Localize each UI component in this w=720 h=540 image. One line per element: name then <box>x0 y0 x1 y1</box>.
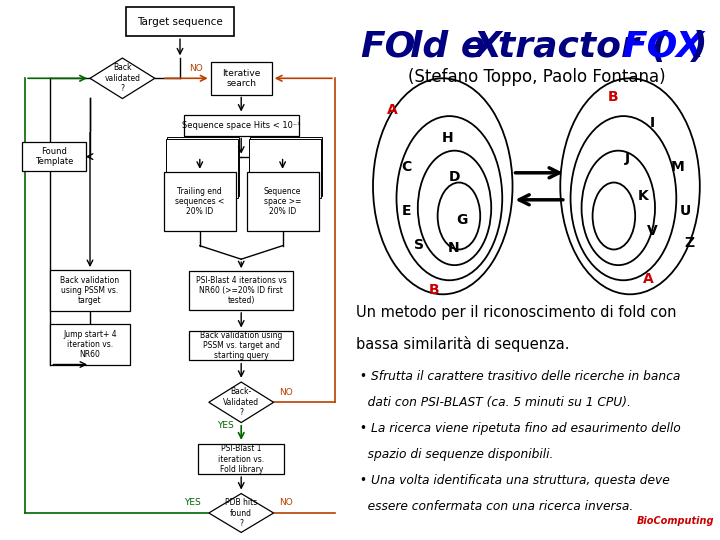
Text: Back validation using
PSSM vs. target and
starting query: Back validation using PSSM vs. target an… <box>200 330 282 361</box>
Text: E: E <box>401 204 411 218</box>
Text: Target sequence: Target sequence <box>137 17 223 26</box>
Text: Un metodo per il riconoscimento di fold con: Un metodo per il riconoscimento di fold … <box>356 305 677 320</box>
Text: ): ) <box>690 30 707 64</box>
Text: D: D <box>449 170 460 184</box>
Text: Trailing end
sequences <
20% ID: Trailing end sequences < 20% ID <box>175 186 225 217</box>
Text: K: K <box>637 189 648 203</box>
FancyBboxPatch shape <box>167 137 239 196</box>
Text: tractor (: tractor ( <box>498 30 668 64</box>
Text: ld e: ld e <box>410 30 485 64</box>
FancyBboxPatch shape <box>50 270 130 310</box>
Text: NO: NO <box>279 497 293 507</box>
FancyBboxPatch shape <box>246 172 318 231</box>
Text: G: G <box>456 213 467 227</box>
Text: NO: NO <box>279 388 293 397</box>
Text: S: S <box>414 238 424 252</box>
FancyBboxPatch shape <box>163 172 236 231</box>
Text: PDB hits
found
?: PDB hits found ? <box>225 498 257 528</box>
Text: spazio di sequenze disponibili.: spazio di sequenze disponibili. <box>356 448 554 461</box>
Text: NO: NO <box>189 64 203 73</box>
Text: Back validation
using PSSM vs.
target: Back validation using PSSM vs. target <box>60 275 120 306</box>
Text: U: U <box>680 204 691 218</box>
Text: • La ricerca viene ripetuta fino ad esaurimento dello: • La ricerca viene ripetuta fino ad esau… <box>356 422 681 435</box>
Text: FO: FO <box>360 30 415 64</box>
FancyBboxPatch shape <box>189 330 294 361</box>
FancyBboxPatch shape <box>184 115 299 136</box>
Text: B: B <box>608 90 618 104</box>
Text: A: A <box>643 272 654 286</box>
Text: Jump start+ 4
iteration vs.
NR60: Jump start+ 4 iteration vs. NR60 <box>63 329 117 360</box>
Text: • Una volta identificata una struttura, questa deve: • Una volta identificata una struttura, … <box>356 474 670 487</box>
Text: YES: YES <box>217 421 233 430</box>
FancyBboxPatch shape <box>198 444 284 474</box>
Text: essere confermata con una ricerca inversa.: essere confermata con una ricerca invers… <box>356 500 634 512</box>
Text: Back
validated
?: Back validated ? <box>104 63 140 93</box>
Text: Sequence
space >=
20% ID: Sequence space >= 20% ID <box>264 186 301 217</box>
Text: PSI-Blast 1
iteration vs.
Fold library: PSI-Blast 1 iteration vs. Fold library <box>218 444 264 474</box>
Text: dati con PSI-BLAST (ca. 5 minuti su 1 CPU).: dati con PSI-BLAST (ca. 5 minuti su 1 CP… <box>356 396 631 409</box>
Text: Sequence space Hits < 10⁻³: Sequence space Hits < 10⁻³ <box>182 121 300 130</box>
FancyBboxPatch shape <box>211 62 272 94</box>
Text: Z: Z <box>685 236 695 250</box>
Text: A: A <box>387 103 397 117</box>
Polygon shape <box>209 382 274 422</box>
Text: H: H <box>441 131 453 145</box>
Text: Back-
Validated
?: Back- Validated ? <box>223 387 259 417</box>
Text: M: M <box>671 160 685 174</box>
Polygon shape <box>209 494 274 532</box>
Text: FOX: FOX <box>623 30 705 64</box>
FancyBboxPatch shape <box>251 137 323 196</box>
Polygon shape <box>90 58 155 98</box>
Text: YES: YES <box>184 497 201 507</box>
Text: I: I <box>649 116 654 130</box>
Text: Found
Template: Found Template <box>35 147 73 166</box>
FancyBboxPatch shape <box>166 139 238 198</box>
Text: N: N <box>448 241 459 255</box>
Text: PSI-Blast 4 iterations vs
NR60 (>=20% ID first
tested): PSI-Blast 4 iterations vs NR60 (>=20% ID… <box>196 275 287 306</box>
Text: C: C <box>401 160 411 174</box>
FancyBboxPatch shape <box>249 139 321 198</box>
FancyBboxPatch shape <box>189 271 294 310</box>
Text: • Sfrutta il carattere trasitivo delle ricerche in banca: • Sfrutta il carattere trasitivo delle r… <box>356 370 681 383</box>
Text: B: B <box>428 283 439 297</box>
FancyBboxPatch shape <box>126 6 234 37</box>
FancyBboxPatch shape <box>50 324 130 365</box>
Text: V: V <box>647 224 658 238</box>
FancyBboxPatch shape <box>22 142 86 172</box>
Text: J: J <box>624 151 630 165</box>
Text: Iterative
search: Iterative search <box>222 69 261 88</box>
Text: X: X <box>474 30 502 64</box>
Text: (Stefano Toppo, Paolo Fontana): (Stefano Toppo, Paolo Fontana) <box>408 68 665 85</box>
Text: BioComputing: BioComputing <box>637 516 715 526</box>
Text: bassa similarità di sequenza.: bassa similarità di sequenza. <box>356 336 570 353</box>
